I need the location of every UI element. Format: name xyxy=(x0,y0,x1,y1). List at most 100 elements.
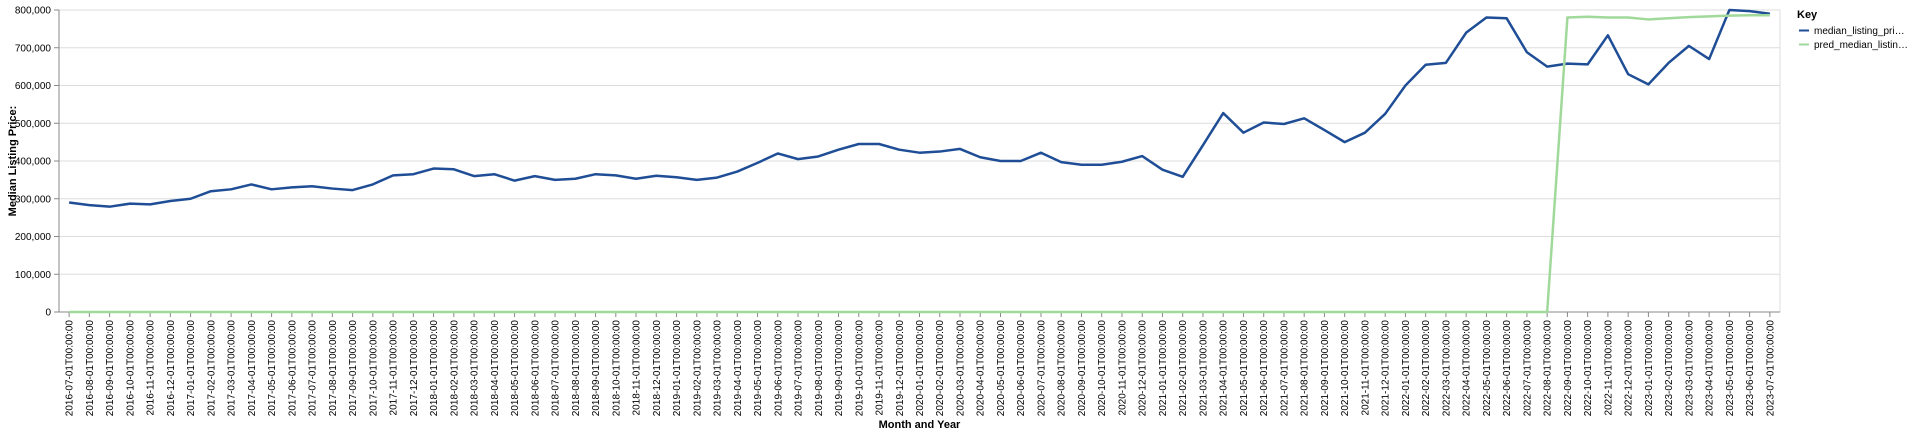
x-tick-label: 2022-07-01T00:00:00 xyxy=(1522,320,1533,417)
x-tick-label: 2023-03-01T00:00:00 xyxy=(1684,320,1695,417)
x-tick-label: 2018-07-01T00:00:00 xyxy=(551,320,562,417)
x-tick-label: 2018-09-01T00:00:00 xyxy=(591,320,602,417)
x-tick-label: 2019-08-01T00:00:00 xyxy=(814,320,825,417)
x-tick-label: 2020-04-01T00:00:00 xyxy=(976,320,987,417)
x-tick-label: 2017-04-01T00:00:00 xyxy=(247,320,258,417)
x-tick-label: 2016-10-01T00:00:00 xyxy=(125,320,136,417)
x-tick-label: 2018-05-01T00:00:00 xyxy=(510,320,521,417)
x-tick-label: 2023-02-01T00:00:00 xyxy=(1664,320,1675,417)
x-axis: 2016-07-01T00:00:00 2016-08-01T00:00:00 20… xyxy=(59,311,1780,417)
x-tick-label: 2020-02-01T00:00:00 xyxy=(935,320,946,417)
x-tick-label: 2020-05-01T00:00:00 xyxy=(996,320,1007,417)
x-tick-label: 2019-10-01T00:00:00 xyxy=(854,320,865,417)
x-tick-label: 2018-04-01T00:00:00 xyxy=(490,320,501,417)
x-tick-label: 2022-02-01T00:00:00 xyxy=(1421,320,1432,417)
x-tick-label: 2020-09-01T00:00:00 xyxy=(1077,320,1088,417)
x-tick-label: 2021-03-01T00:00:00 xyxy=(1198,320,1209,417)
x-tick-label: 2019-11-01T00:00:00 xyxy=(875,320,886,416)
x-tick-label: 2017-01-01T00:00:00 xyxy=(186,320,197,417)
x-tick-label: 2020-01-01T00:00:00 xyxy=(915,320,926,417)
y-tick-label: 100,000 xyxy=(15,270,52,281)
x-tick-label: 2020-11-01T00:00:00 xyxy=(1117,320,1128,416)
x-tick-label: 2022-08-01T00:00:00 xyxy=(1543,320,1554,417)
x-tick-label: 2021-07-01T00:00:00 xyxy=(1279,320,1290,417)
x-tick-label: 2018-06-01T00:00:00 xyxy=(530,320,541,417)
x-tick-label: 2017-12-01T00:00:00 xyxy=(409,320,420,417)
x-axis-title: Month and Year xyxy=(879,419,961,431)
x-tick-label: 2022-01-01T00:00:00 xyxy=(1401,320,1412,417)
y-tick-label: 400,000 xyxy=(15,157,52,168)
x-tick-label: 2020-07-01T00:00:00 xyxy=(1036,320,1047,417)
legend-label: pred_median_listin… xyxy=(1814,40,1908,51)
x-tick-label: 2018-02-01T00:00:00 xyxy=(449,320,460,417)
x-tick-label: 2016-12-01T00:00:00 xyxy=(166,320,177,417)
x-tick-label: 2021-02-01T00:00:00 xyxy=(1178,320,1189,417)
y-axis-title: Median Listing Price: xyxy=(7,106,19,217)
x-tick-label: 2023-04-01T00:00:00 xyxy=(1705,320,1716,417)
y-tick-label: 800,000 xyxy=(15,6,52,17)
series-line-0 xyxy=(68,8,1771,208)
x-tick-label: 2022-09-01T00:00:00 xyxy=(1563,320,1574,417)
x-tick-label: 2019-05-01T00:00:00 xyxy=(753,320,764,417)
series-line-1 xyxy=(69,14,1770,314)
x-tick-label: 2022-03-01T00:00:00 xyxy=(1441,320,1452,417)
y-tick-label: 200,000 xyxy=(15,232,52,243)
x-tick-label: 2020-10-01T00:00:00 xyxy=(1097,320,1108,417)
x-tick-label: 2017-11-01T00:00:00 xyxy=(389,320,400,416)
x-tick-label: 2016-09-01T00:00:00 xyxy=(105,320,116,417)
x-tick-label: 2022-05-01T00:00:00 xyxy=(1482,320,1493,417)
x-tick-label: 2019-04-01T00:00:00 xyxy=(733,320,744,417)
x-tick-label: 2023-07-01T00:00:00 xyxy=(1765,320,1776,417)
legend-label: median_listing_pri… xyxy=(1814,26,1905,37)
x-tick-label: 2022-04-01T00:00:00 xyxy=(1462,320,1473,417)
x-tick-label: 2018-03-01T00:00:00 xyxy=(470,320,481,417)
x-tick-label: 2016-07-01T00:00:00 xyxy=(65,320,76,417)
x-tick-label: 2019-02-01T00:00:00 xyxy=(692,320,703,417)
x-tick-label: 2021-10-01T00:00:00 xyxy=(1340,320,1351,417)
y-tick-label: 600,000 xyxy=(15,81,52,92)
x-tick-label: 2018-08-01T00:00:00 xyxy=(571,320,582,417)
x-tick-label: 2017-08-01T00:00:00 xyxy=(328,320,339,417)
x-tick-label: 2019-01-01T00:00:00 xyxy=(672,320,683,417)
x-tick-label: 2021-12-01T00:00:00 xyxy=(1381,320,1392,417)
x-tick-label: 2016-08-01T00:00:00 xyxy=(85,320,96,417)
x-tick-label: 2016-11-01T00:00:00 xyxy=(146,320,157,416)
x-tick-label: 2019-03-01T00:00:00 xyxy=(713,320,724,417)
x-tick-label: 2021-05-01T00:00:00 xyxy=(1239,320,1250,417)
x-tick-label: 2019-06-01T00:00:00 xyxy=(773,320,784,417)
x-tick-label: 2019-09-01T00:00:00 xyxy=(834,320,845,417)
series-lines xyxy=(68,8,1771,314)
x-tick-label: 2020-03-01T00:00:00 xyxy=(955,320,966,417)
gridlines xyxy=(58,9,1781,313)
x-tick-label: 2022-06-01T00:00:00 xyxy=(1502,320,1513,417)
x-tick-label: 2020-06-01T00:00:00 xyxy=(1016,320,1027,417)
x-tick-label: 2023-01-01T00:00:00 xyxy=(1644,320,1655,417)
x-tick-label: 2022-12-01T00:00:00 xyxy=(1624,320,1635,417)
x-tick-label: 2023-06-01T00:00:00 xyxy=(1745,320,1756,417)
x-tick-label: 2020-12-01T00:00:00 xyxy=(1138,320,1149,417)
legend: Key median_listing_pri… pred_median_listi… xyxy=(1797,9,1908,51)
x-tick-label: 2021-11-01T00:00:00 xyxy=(1360,320,1371,416)
x-tick-label: 2021-01-01T00:00:00 xyxy=(1158,320,1169,417)
y-axis: 0 100,000 200,000 300,000 400,000 500,000 600,… xyxy=(15,6,60,319)
x-tick-label: 2018-11-01T00:00:00 xyxy=(632,320,643,416)
x-tick-label: 2017-07-01T00:00:00 xyxy=(308,320,319,417)
x-tick-label: 2019-12-01T00:00:00 xyxy=(895,320,906,417)
x-tick-label: 2017-06-01T00:00:00 xyxy=(287,320,298,417)
legend-title: Key xyxy=(1797,9,1818,21)
x-tick-label: 2019-07-01T00:00:00 xyxy=(794,320,805,417)
x-tick-label: 2017-05-01T00:00:00 xyxy=(267,320,278,417)
x-tick-label: 2017-09-01T00:00:00 xyxy=(348,320,359,417)
y-tick-label: 500,000 xyxy=(15,119,52,130)
x-tick-label: 2017-02-01T00:00:00 xyxy=(206,320,217,417)
x-tick-label: 2018-12-01T00:00:00 xyxy=(652,320,663,417)
x-tick-label: 2021-09-01T00:00:00 xyxy=(1320,320,1331,417)
x-tick-label: 2018-01-01T00:00:00 xyxy=(429,320,440,417)
y-tick-label: 300,000 xyxy=(15,194,52,205)
x-tick-label: 2021-06-01T00:00:00 xyxy=(1259,320,1270,417)
x-tick-label: 2017-03-01T00:00:00 xyxy=(227,320,238,417)
x-tick-label: 2021-04-01T00:00:00 xyxy=(1219,320,1230,417)
x-tick-label: 2022-10-01T00:00:00 xyxy=(1583,320,1594,417)
x-tick-label: 2020-08-01T00:00:00 xyxy=(1057,320,1068,417)
